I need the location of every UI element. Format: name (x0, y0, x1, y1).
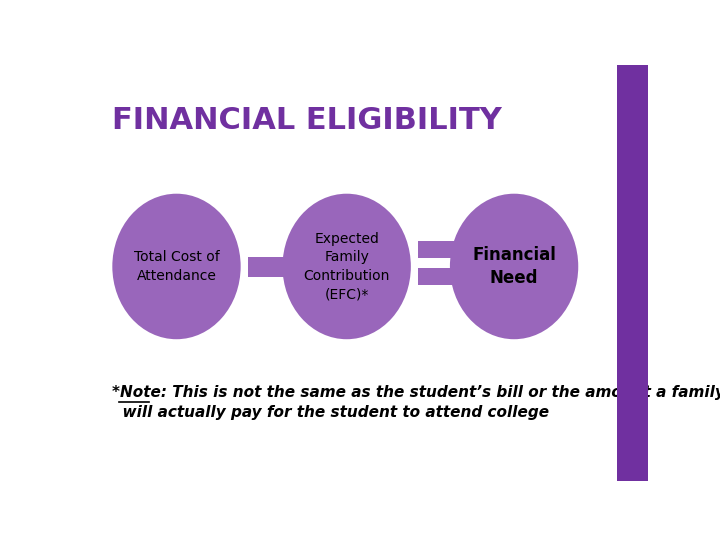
Text: FINANCIAL ELIGIBILITY: FINANCIAL ELIGIBILITY (112, 106, 502, 136)
Ellipse shape (112, 194, 240, 339)
Text: *Note: This is not the same as the student’s bill or the amount a family: *Note: This is not the same as the stude… (112, 384, 720, 400)
Text: Expected
Family
Contribution
(EFC)*: Expected Family Contribution (EFC)* (304, 232, 390, 301)
Bar (248, 257, 284, 277)
Bar (617, 65, 648, 481)
Text: Financial
Need: Financial Need (472, 246, 556, 287)
Bar (418, 268, 454, 285)
Ellipse shape (282, 194, 411, 339)
Ellipse shape (450, 194, 578, 339)
Text: Total Cost of
Attendance: Total Cost of Attendance (134, 250, 220, 282)
Bar (418, 241, 454, 258)
Text: will actually pay for the student to attend college: will actually pay for the student to att… (112, 406, 549, 420)
